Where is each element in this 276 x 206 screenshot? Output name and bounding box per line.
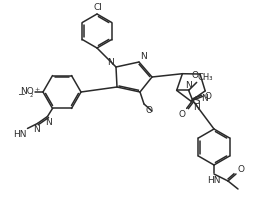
- Text: $_2$: $_2$: [29, 91, 34, 99]
- Text: N: N: [185, 81, 192, 90]
- Text: O: O: [191, 70, 198, 79]
- Text: S: S: [194, 96, 200, 106]
- Text: N: N: [140, 52, 147, 61]
- Text: N: N: [201, 94, 208, 102]
- Text: HN: HN: [207, 175, 221, 184]
- Text: N: N: [107, 58, 114, 67]
- Text: −: −: [17, 89, 25, 98]
- Text: +: +: [34, 87, 40, 91]
- Text: NO: NO: [20, 87, 34, 96]
- Text: CH₃: CH₃: [198, 73, 213, 82]
- Text: O: O: [205, 91, 212, 100]
- Text: N: N: [45, 118, 52, 127]
- Text: HN: HN: [13, 130, 26, 139]
- Text: O: O: [237, 164, 244, 173]
- Text: Cl: Cl: [94, 3, 102, 12]
- Text: N: N: [33, 125, 40, 134]
- Text: N: N: [193, 103, 200, 111]
- Text: O: O: [145, 105, 152, 115]
- Text: O: O: [179, 110, 186, 119]
